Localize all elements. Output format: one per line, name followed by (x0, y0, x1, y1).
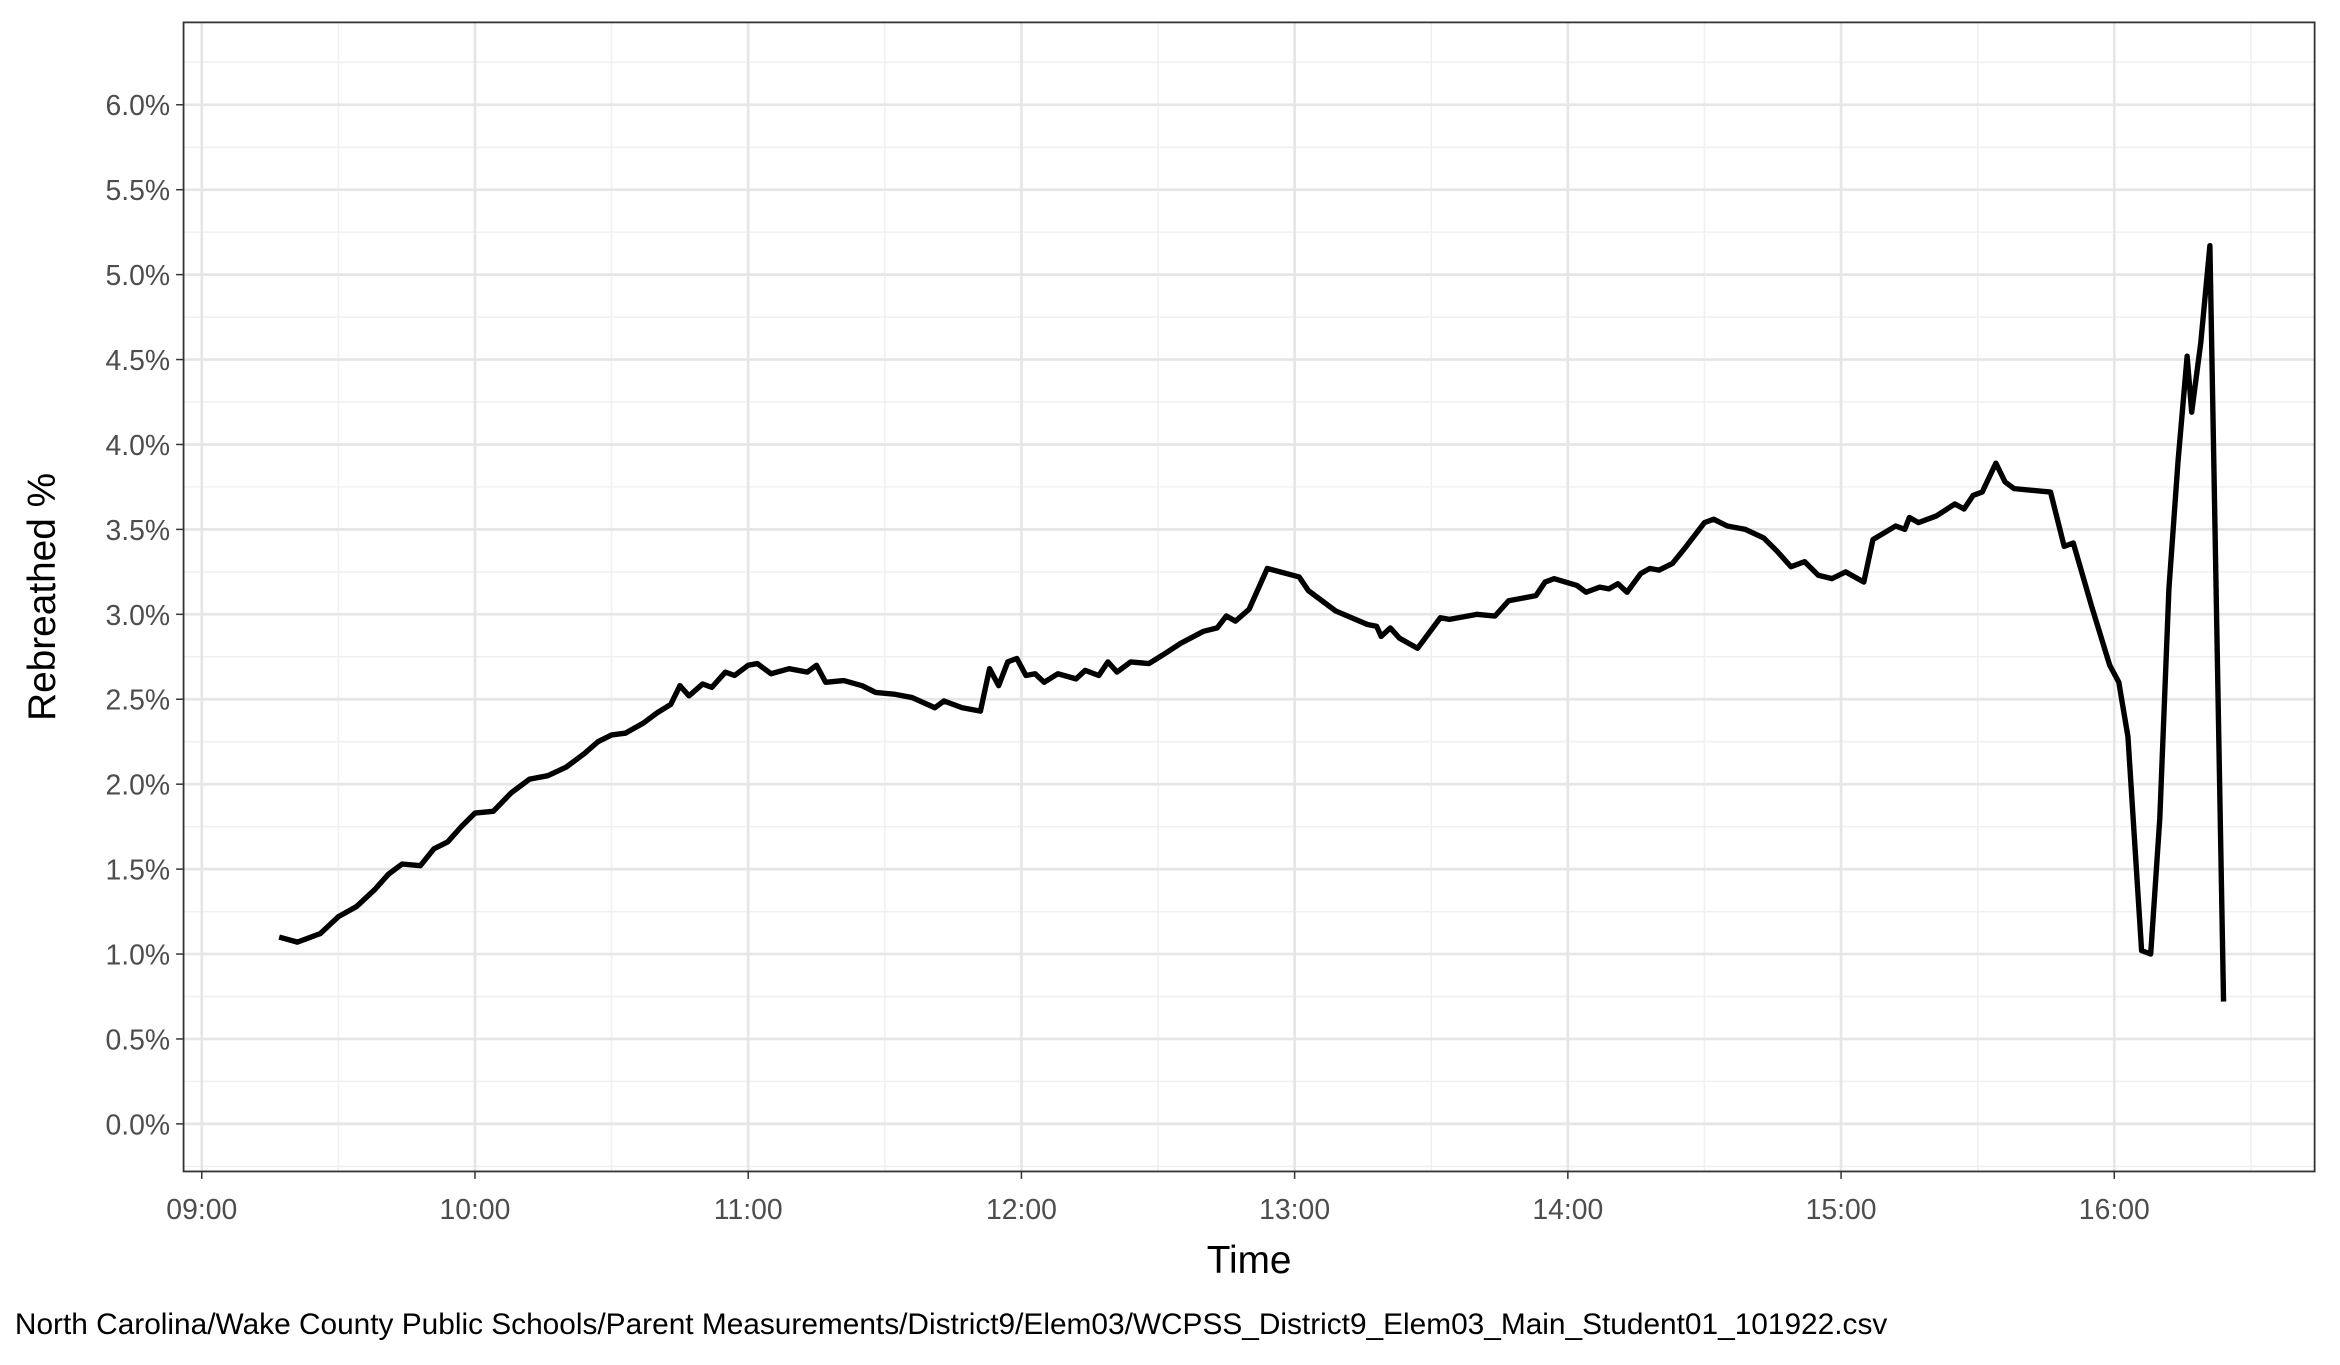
y-tick-label: 6.0% (106, 90, 171, 122)
y-tick-label: 5.5% (106, 175, 171, 207)
x-tick-label: 13:00 (1259, 1194, 1330, 1226)
x-axis-title: Time (1207, 1239, 1292, 1282)
y-tick-label: 2.5% (106, 685, 171, 717)
y-tick-label: 0.5% (106, 1024, 171, 1056)
x-tick-label: 15:00 (1806, 1194, 1877, 1226)
caption: North Carolina/Wake County Public School… (15, 1308, 1887, 1341)
y-tick-label: 3.5% (106, 515, 171, 547)
x-tick-label: 14:00 (1532, 1194, 1603, 1226)
y-tick-label: 1.0% (106, 939, 171, 971)
panel-border (182, 21, 2316, 1173)
x-tick-label: 09:00 (166, 1194, 237, 1226)
x-tick-label: 16:00 (2079, 1194, 2150, 1226)
y-tick-label: 5.0% (106, 260, 171, 292)
y-tick-label: 3.0% (106, 600, 171, 632)
y-tick-label: 2.0% (106, 770, 171, 802)
y-axis-title: Rebreathed % (21, 473, 64, 721)
y-tick-label: 4.5% (106, 345, 171, 377)
plot-area (278, 243, 2227, 1002)
y-tick-label: 4.0% (106, 430, 171, 462)
y-tick-label: 0.0% (106, 1109, 171, 1141)
y-tick-label: 1.5% (106, 855, 171, 887)
x-tick-label: 11:00 (714, 1194, 783, 1226)
data-line (278, 243, 2227, 1002)
x-tick-label: 12:00 (986, 1194, 1057, 1226)
x-tick-label: 10:00 (440, 1194, 511, 1226)
grid (183, 22, 2315, 1172)
